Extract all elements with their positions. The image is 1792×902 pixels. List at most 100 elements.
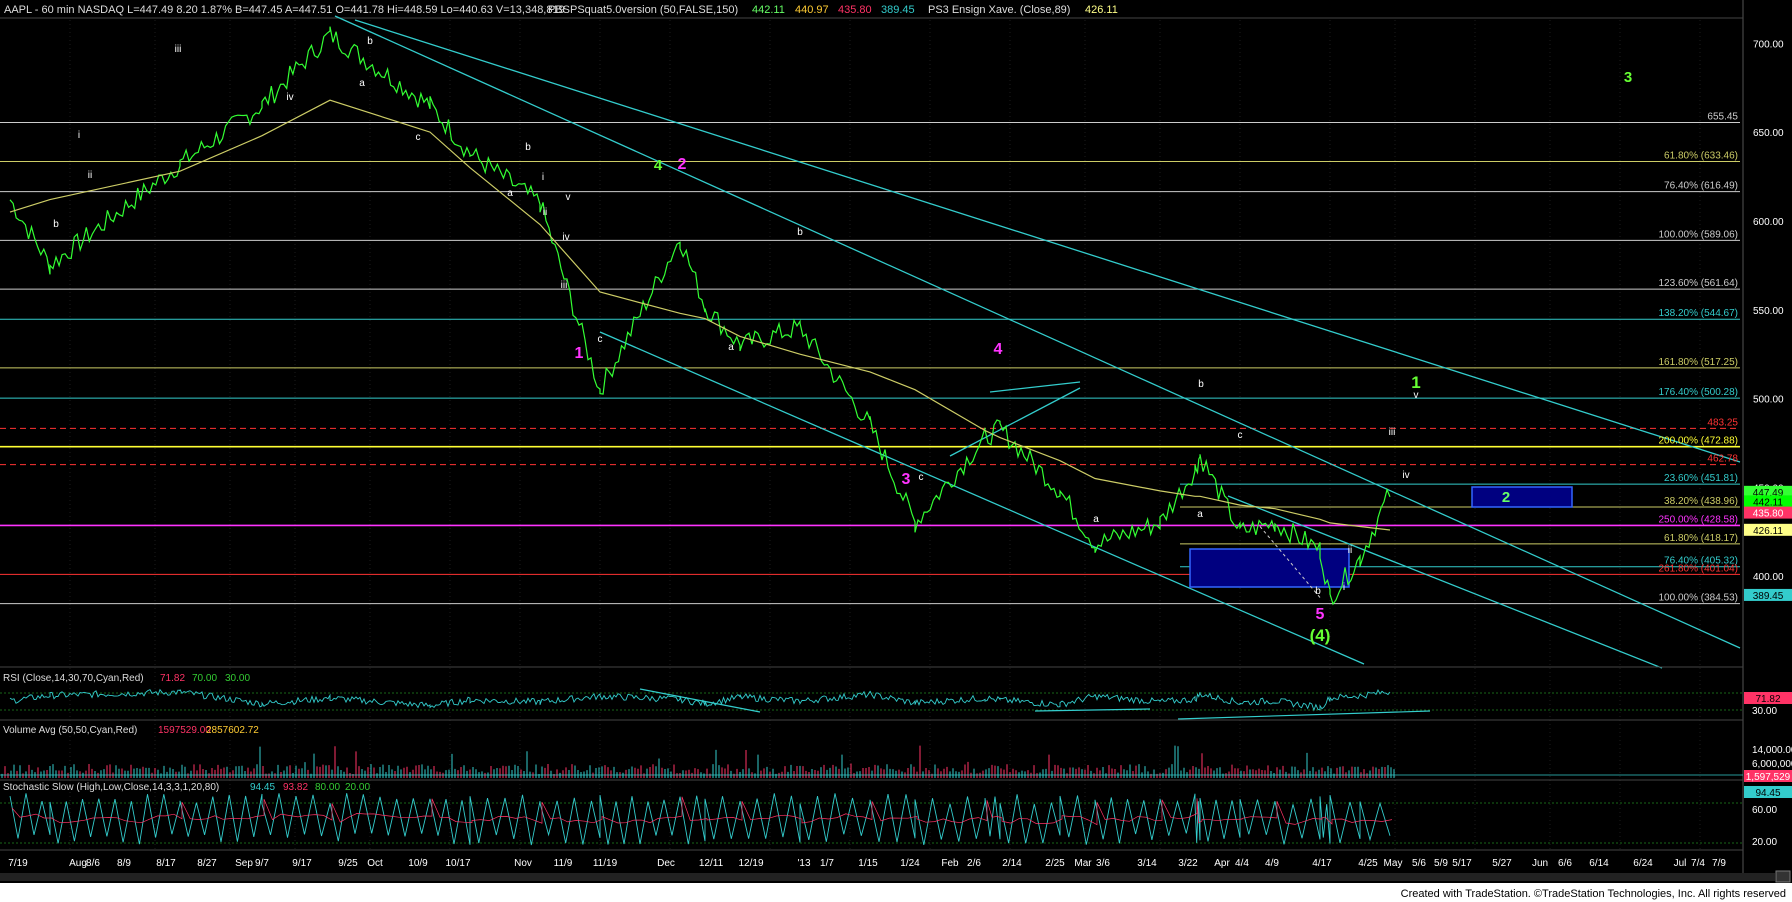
fib-levels bbox=[0, 121, 1740, 605]
wave-label-white: v bbox=[1414, 390, 1419, 401]
volume-panel: Volume Avg (50,50,Cyan,Red) 1597529.00 2… bbox=[0, 719, 1792, 783]
date-axis-label: Feb bbox=[941, 858, 959, 869]
date-axis-label: 6/24 bbox=[1633, 858, 1653, 869]
date-axis-label: 5/27 bbox=[1492, 858, 1512, 869]
price-tag: 389.45 bbox=[1753, 591, 1784, 602]
stoch-val-1: 94.45 bbox=[250, 782, 275, 793]
date-axis-label: 10/9 bbox=[408, 858, 428, 869]
header-ind-val-1: 442.11 bbox=[752, 4, 785, 16]
ensign-average-line bbox=[9, 99, 1391, 531]
date-axis-label: 3/22 bbox=[1178, 858, 1198, 869]
fib-label: 123.60% (561.64) bbox=[1658, 278, 1738, 289]
wave-label-white: b bbox=[525, 142, 531, 153]
price-tag: 447.49 bbox=[1753, 488, 1784, 499]
date-axis-label: 6/14 bbox=[1589, 858, 1609, 869]
date-axis-label: 5/9 bbox=[1434, 858, 1448, 869]
trend-channels bbox=[334, 15, 1741, 669]
chart-header: AAPL - 60 min NASDAQ L=447.49 8.20 1.87%… bbox=[4, 4, 1118, 16]
date-axis-label: 7/9 bbox=[1712, 858, 1726, 869]
date-axis-label: 11/9 bbox=[554, 858, 573, 869]
target-box-2 bbox=[1471, 486, 1573, 508]
fib-label: 176.40% (500.28) bbox=[1658, 387, 1738, 398]
date-axis-label: Sep bbox=[235, 858, 253, 869]
price-series-group bbox=[9, 26, 1391, 606]
wave-label-white: ii bbox=[88, 170, 92, 181]
date-axis-label: 5/17 bbox=[1452, 858, 1472, 869]
rsi-axis-30: 30.00 bbox=[1752, 706, 1777, 717]
date-axis-label: 11/19 bbox=[593, 858, 618, 869]
wave-label-white: b bbox=[1315, 586, 1321, 597]
price-line bbox=[9, 26, 1391, 606]
wave-label-magenta: 2 bbox=[678, 156, 687, 173]
scroll-right-button[interactable] bbox=[1775, 870, 1791, 883]
wave-label-white: b bbox=[53, 219, 59, 230]
wave-label-white: c bbox=[598, 334, 603, 345]
wave-label-white: iv bbox=[286, 92, 293, 103]
wave-label-white: c bbox=[919, 472, 924, 483]
wave-label-green: (4) bbox=[1310, 626, 1331, 645]
wave-label-white: a bbox=[507, 188, 513, 199]
date-axis-label: 1/24 bbox=[900, 858, 920, 869]
price-tag: 435.80 bbox=[1753, 509, 1784, 520]
volume-title: Volume Avg (50,50,Cyan,Red) bbox=[3, 725, 137, 736]
wave-label-white: a bbox=[728, 342, 734, 353]
price-axis-tick: 600.00 bbox=[1753, 217, 1784, 228]
wave-label-white: b bbox=[367, 36, 373, 47]
fib-labels: 655.45 61.80% (633.46) 76.40% (616.49) 100.… bbox=[1658, 111, 1738, 603]
date-axis-label: 3/14 bbox=[1137, 858, 1157, 869]
footer-bar bbox=[0, 883, 1792, 902]
mid-channel-line bbox=[354, 19, 1741, 463]
date-axis-label: Apr bbox=[1214, 858, 1230, 869]
rsi-series bbox=[9, 688, 1391, 712]
rsi-title: RSI (Close,14,30,70,Cyan,Red) bbox=[3, 673, 144, 684]
date-axis-label: 8/27 bbox=[197, 858, 217, 869]
fib-label: 76.40% (405.32) bbox=[1664, 556, 1738, 567]
date-axis-label: 1/7 bbox=[820, 858, 834, 869]
date-axis-label: '13 bbox=[797, 858, 810, 869]
volume-tag-bg bbox=[1744, 770, 1792, 782]
stoch-val-3: 80.00 bbox=[315, 782, 340, 793]
volume-val-1: 1597529.00 bbox=[158, 725, 211, 736]
date-axis-label: Jul bbox=[1674, 858, 1687, 869]
rsi-val-3: 30.00 bbox=[225, 673, 250, 684]
date-axis-label: Oct bbox=[367, 858, 383, 869]
stoch-tag-bg bbox=[1744, 786, 1792, 798]
wave-label-white: a bbox=[359, 78, 365, 89]
price-tag-bg bbox=[1744, 523, 1792, 536]
stoch-series bbox=[9, 793, 1391, 846]
date-axis-label: 4/25 bbox=[1358, 858, 1378, 869]
stoch-tag: 94.45 bbox=[1755, 788, 1780, 799]
date-axis-label: Mar bbox=[1074, 858, 1092, 869]
upper-channel-line bbox=[334, 15, 1741, 649]
date-axis-label: Dec bbox=[657, 858, 675, 869]
wave-label-magenta: 3 bbox=[902, 471, 911, 488]
price-tag-bg bbox=[1744, 506, 1792, 519]
fib-label: 200.00% (472.88) bbox=[1658, 436, 1738, 447]
stoch-val-4: 20.00 bbox=[345, 782, 370, 793]
date-axis-label: 8/17 bbox=[156, 858, 176, 869]
fib-label: 100.00% (384.53) bbox=[1658, 593, 1738, 604]
fib-label: 100.00% (589.06) bbox=[1658, 229, 1738, 240]
rsi-tag: 71.82 bbox=[1755, 694, 1780, 705]
horizontal-scrollbar[interactable] bbox=[0, 873, 1775, 881]
wave-label-white: v bbox=[566, 192, 571, 203]
volume-axis-1: 14,000.00 bbox=[1752, 745, 1792, 756]
rsi-trendline-3 bbox=[1034, 708, 1151, 712]
wave-label-white: a bbox=[1093, 514, 1099, 525]
price-tag-bg bbox=[1744, 495, 1792, 508]
fib-label: 250.00% (428.58) bbox=[1658, 514, 1738, 525]
header-ensign-val: 426.11 bbox=[1085, 4, 1118, 16]
fib-label: 76.40% (616.49) bbox=[1664, 181, 1738, 192]
date-axis-label: 1/15 bbox=[858, 858, 878, 869]
wave-label-white: a bbox=[1197, 509, 1203, 520]
wave-label-green: 1 bbox=[1411, 373, 1420, 392]
fib-label: 38.20% (438.96) bbox=[1664, 496, 1738, 507]
wave-label-white: c bbox=[416, 132, 421, 143]
fib-label: 483.25 bbox=[1707, 417, 1738, 428]
chart-grid bbox=[0, 17, 1743, 850]
stoch-val-2: 93.82 bbox=[283, 782, 308, 793]
short-channel-line bbox=[1227, 495, 1663, 669]
date-axis-label: 9/25 bbox=[338, 858, 358, 869]
